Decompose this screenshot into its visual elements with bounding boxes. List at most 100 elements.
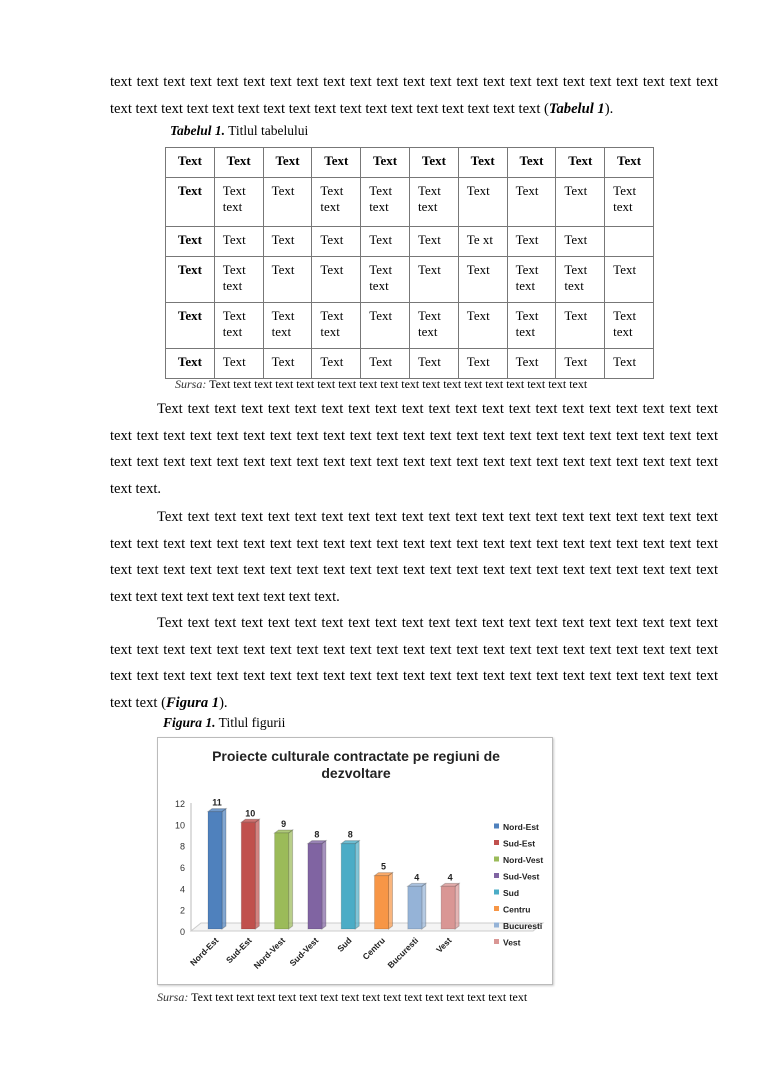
bar-side bbox=[321, 839, 327, 930]
figure-caption: Figura 1. Titlul figurii bbox=[163, 715, 285, 731]
table-cell: Text text bbox=[360, 256, 410, 303]
paragraph-3: Text text text text text text text text … bbox=[110, 610, 718, 717]
table-cell: Text bbox=[604, 348, 654, 379]
y-tick-label: 8 bbox=[180, 842, 185, 852]
table-cell: Text bbox=[506, 147, 557, 178]
x-tick-label: Vest bbox=[434, 935, 454, 955]
data-label: 4 bbox=[414, 872, 419, 882]
bar-side bbox=[354, 839, 360, 930]
legend-swatch bbox=[494, 939, 499, 944]
figure-caption-label: Figura 1. bbox=[163, 715, 216, 730]
table-cell: Text text bbox=[506, 302, 557, 349]
bar-side bbox=[454, 882, 460, 930]
source-text: Text text text text text text text text … bbox=[191, 990, 528, 1004]
legend-item: Vest bbox=[503, 938, 521, 948]
table-cell: Text bbox=[555, 302, 606, 349]
legend-swatch bbox=[494, 823, 499, 829]
table-cell: Text bbox=[555, 147, 606, 178]
bar-side bbox=[254, 818, 260, 930]
data-label: 5 bbox=[381, 862, 386, 872]
figure-caption-title: Titlul figurii bbox=[218, 715, 286, 730]
table-cell: Text text bbox=[408, 177, 459, 227]
table-cell: Text bbox=[165, 302, 215, 349]
legend-swatch bbox=[494, 840, 499, 845]
x-tick-label: Sud-Est bbox=[224, 935, 254, 965]
bar bbox=[307, 843, 323, 930]
table-cell: Text text bbox=[360, 177, 410, 227]
table-header-row: Text Text Text Text Text Text Text Text Text Text bbox=[165, 147, 654, 178]
legend-item: Sud-Vest bbox=[503, 872, 540, 882]
x-tick-label: Sud bbox=[335, 935, 353, 953]
table-cell: Text bbox=[457, 147, 508, 178]
data-label: 8 bbox=[314, 830, 319, 840]
table-cell: Text bbox=[604, 147, 654, 178]
table-cell: Text bbox=[165, 147, 215, 178]
table-cell: Text bbox=[506, 348, 557, 379]
table-cell: Text bbox=[457, 256, 508, 303]
table-cell: Text bbox=[311, 226, 362, 257]
y-tick-label: 4 bbox=[180, 884, 185, 894]
x-tick-label: Nord-Est bbox=[188, 935, 221, 968]
table-cell: Text text bbox=[604, 177, 654, 227]
data-label: 8 bbox=[348, 830, 353, 840]
table-cell: Text bbox=[457, 348, 508, 379]
table-cell: Text bbox=[555, 348, 606, 379]
table-cell: Text bbox=[262, 147, 313, 178]
table-cell: Text bbox=[311, 256, 362, 303]
table-cell: Text bbox=[408, 256, 459, 303]
table-cell: Text bbox=[165, 256, 215, 303]
table-cell: Text text bbox=[213, 177, 264, 227]
data-label: 10 bbox=[245, 808, 255, 818]
bar bbox=[440, 885, 456, 930]
y-tick-label: 0 bbox=[180, 927, 185, 937]
table-cell: Text bbox=[408, 147, 459, 178]
y-tick-label: 10 bbox=[175, 820, 185, 830]
figure-source: Sursa: Text text text text text text tex… bbox=[157, 990, 527, 1005]
table-cell: Text bbox=[408, 348, 459, 379]
legend-swatch bbox=[494, 922, 499, 928]
table-cell: Text text bbox=[506, 256, 557, 303]
table-cell: Text bbox=[457, 177, 508, 227]
table-row: Text Text text Text Text text Text text Text … bbox=[165, 177, 654, 227]
table-cell: Text text bbox=[262, 302, 313, 349]
x-tick-label: Nord-Vest bbox=[252, 935, 288, 971]
y-tick-label: 2 bbox=[180, 906, 185, 916]
legend-item: Nord-Est bbox=[503, 822, 539, 832]
data-table: Text Text Text Text Text Text Text Text Text Text… bbox=[165, 147, 654, 379]
chart-title: dezvoltare bbox=[321, 765, 390, 781]
table-cell: Text bbox=[262, 256, 313, 303]
paragraph-2: Text text text text text text text text … bbox=[110, 509, 718, 606]
table-cell: Text text bbox=[555, 256, 606, 303]
table-cell: Text text bbox=[311, 302, 362, 349]
table-cell: Text bbox=[311, 147, 362, 178]
table-cell bbox=[604, 226, 654, 257]
table-caption-label: Tabelul 1. bbox=[170, 123, 226, 138]
table-cell: Text bbox=[506, 226, 557, 257]
paragraph-text: Text text text text text text text text … bbox=[110, 615, 718, 712]
x-tick-label: Bucuresti bbox=[385, 935, 420, 970]
legend-item: Nord-Vest bbox=[503, 855, 543, 865]
figure-reference: Figura 1 bbox=[165, 695, 220, 712]
data-label: 11 bbox=[212, 798, 222, 808]
paragraph-text: text text text text text text text text … bbox=[110, 74, 718, 117]
chart-svg: Proiecte culturale contractate pe regiun… bbox=[175, 748, 545, 971]
table-cell: Text text bbox=[311, 177, 362, 227]
bar-side bbox=[288, 828, 294, 930]
legend-item: Bucuresti bbox=[503, 921, 542, 931]
chart-title: Proiecte culturale contractate pe regiun… bbox=[212, 748, 500, 764]
bar bbox=[374, 875, 389, 930]
table-cell: Text bbox=[408, 226, 459, 257]
table-cell: Text bbox=[213, 226, 264, 257]
table-cell: Text bbox=[165, 226, 215, 257]
table-cell: Text bbox=[555, 226, 606, 257]
table-cell: Te xt bbox=[457, 226, 508, 257]
y-tick-label: 6 bbox=[180, 863, 185, 873]
table-cell: Text bbox=[360, 147, 410, 178]
paragraph-1: Text text text text text text text text … bbox=[110, 401, 718, 498]
table-source: Sursa: Text text text text text text tex… bbox=[175, 377, 587, 392]
legend-swatch bbox=[494, 889, 499, 895]
legend-swatch bbox=[494, 906, 499, 911]
table-cell: Text bbox=[262, 348, 313, 379]
legend-item: Sud-Est bbox=[503, 839, 535, 849]
bar bbox=[207, 811, 223, 930]
